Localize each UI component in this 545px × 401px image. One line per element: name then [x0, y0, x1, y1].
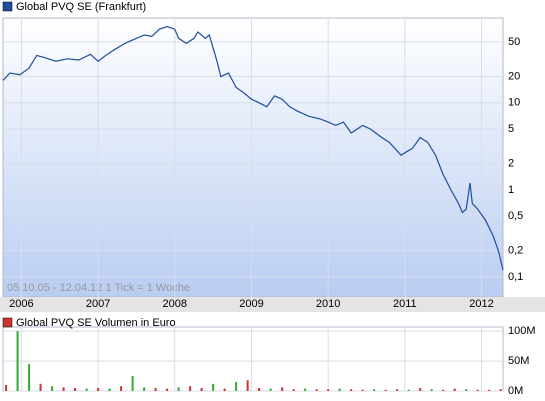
volume-bar: [384, 389, 387, 391]
volume-bar: [419, 388, 422, 391]
volume-bar: [177, 387, 180, 391]
x-tick-label: 2010: [316, 298, 340, 310]
y-tick-label: 1: [508, 184, 514, 196]
volume-bar: [223, 388, 226, 391]
volume-bar: [488, 389, 491, 391]
volume-bar: [200, 388, 203, 391]
x-tick-label: 2007: [86, 298, 110, 310]
volume-bar: [189, 386, 192, 391]
volume-bar: [373, 389, 376, 391]
volume-bar: [258, 388, 261, 391]
volume-bar: [85, 388, 88, 391]
volume-bar: [120, 386, 123, 391]
volume-bar: [97, 388, 100, 391]
volume-bar: [212, 383, 215, 391]
y-tick-label: 0,5: [508, 210, 523, 222]
volume-bar: [292, 389, 295, 391]
y-tick-label: 10: [508, 97, 520, 109]
volume-bar: [453, 388, 456, 391]
volume-bar: [154, 388, 157, 391]
volume-bar: [39, 383, 42, 391]
volume-title: Global PVQ SE Volumen in Euro: [16, 317, 176, 329]
volume-bar: [108, 388, 111, 391]
volume-bar: [51, 386, 54, 391]
volume-bar: [269, 388, 272, 391]
y-tick-label: 50M: [508, 355, 529, 367]
volume-bar: [281, 387, 284, 391]
volume-bar: [396, 389, 399, 391]
volume-bar: [499, 389, 502, 391]
volume-bar: [315, 389, 318, 391]
y-tick-label: 0,2: [508, 245, 523, 257]
y-tick-label: 50: [508, 36, 520, 48]
volume-bar: [338, 388, 341, 391]
y-tick-label: 0M: [508, 385, 523, 397]
x-tick-label: 2008: [163, 298, 187, 310]
volume-bar: [350, 389, 353, 391]
volume-plot-area: [2, 326, 504, 392]
x-tick-label: 2011: [393, 298, 417, 310]
legend-swatch: [2, 1, 13, 12]
volume-bar: [407, 389, 410, 391]
x-tick-label: 2009: [239, 298, 263, 310]
y-tick-label: 0,1: [508, 271, 523, 283]
chart-title: Global PVQ SE (Frankfurt): [16, 1, 146, 13]
volume-bar: [62, 387, 65, 391]
volume-bar: [16, 331, 19, 391]
y-tick-label: 5: [508, 123, 514, 135]
y-tick-label: 20: [508, 70, 520, 82]
volume-bar: [131, 376, 134, 391]
volume-bar: [304, 388, 307, 391]
volume-bar: [246, 380, 249, 391]
volume-bar: [235, 382, 238, 391]
volume-bar: [476, 389, 479, 391]
volume-bar: [465, 389, 468, 391]
x-tick-label: 2006: [9, 298, 33, 310]
volume-bar: [28, 364, 31, 391]
volume-bar: [327, 389, 330, 391]
volume-bar: [442, 389, 445, 391]
volume-bar: [143, 387, 146, 391]
y-tick-label: 2: [508, 158, 514, 170]
volume-bar: [430, 389, 433, 391]
volume-bar: [5, 385, 8, 391]
x-axis-band: [0, 297, 545, 312]
price-line: [2, 25, 504, 271]
x-tick-label: 2012: [469, 298, 493, 310]
volume-bar: [361, 389, 364, 391]
y-tick-label: 100M: [508, 325, 536, 337]
volume-bar: [74, 388, 77, 391]
volume-bar: [166, 388, 169, 391]
legend-swatch: [2, 317, 13, 328]
